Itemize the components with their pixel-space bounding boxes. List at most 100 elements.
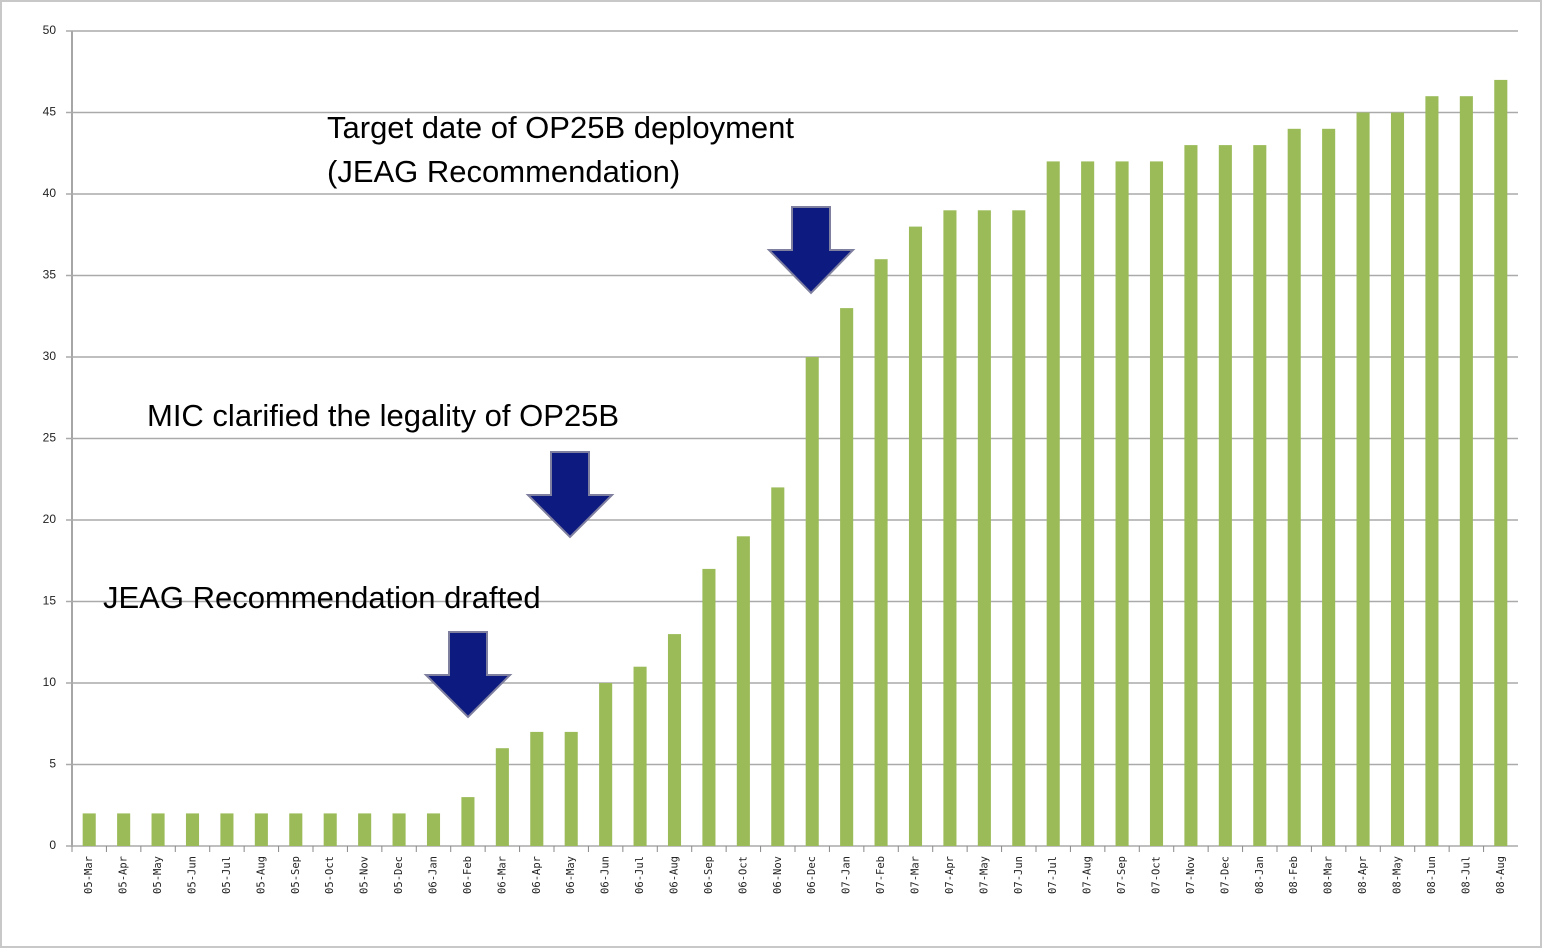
bar xyxy=(1149,161,1164,846)
bar xyxy=(1322,128,1336,847)
y-tick-label: 35 xyxy=(43,268,57,282)
x-tick-label: 07-Jul xyxy=(1047,856,1059,894)
bar xyxy=(667,634,682,846)
bar xyxy=(530,731,544,846)
x-tick-label: 05-Oct xyxy=(324,856,336,894)
x-tick-label: 06-Jun xyxy=(600,856,612,894)
annotation: JEAG Recommendation drafted xyxy=(103,580,541,615)
x-tick-label: 06-Mar xyxy=(496,856,508,894)
y-tick-label: 30 xyxy=(43,349,57,363)
x-tick-label: 07-Aug xyxy=(1082,856,1094,894)
bar xyxy=(771,487,785,846)
x-tick-label: 07-Apr xyxy=(944,856,956,894)
x-tick-label: 07-Jan xyxy=(841,856,853,894)
arrow xyxy=(525,451,615,539)
x-tick-label: 07-Nov xyxy=(1185,856,1197,894)
bar xyxy=(1046,161,1060,846)
bar xyxy=(702,568,716,846)
arrows xyxy=(423,206,856,719)
x-tick-label: 07-Dec xyxy=(1219,856,1231,894)
bar xyxy=(1494,79,1508,846)
x-tick-label: 06-Apr xyxy=(531,856,543,894)
x-tick-label: 05-Jul xyxy=(221,856,233,894)
x-tick-label: 08-May xyxy=(1392,856,1404,894)
x-tick-label: 07-Jun xyxy=(1013,856,1025,894)
x-tick-label: 08-Jul xyxy=(1460,856,1472,894)
bar xyxy=(323,813,337,846)
bar xyxy=(840,308,854,847)
bar xyxy=(151,813,165,846)
arrow xyxy=(423,631,513,719)
x-tick-label: 05-Nov xyxy=(359,856,371,894)
x-tick-label: 06-Sep xyxy=(703,856,715,894)
bar xyxy=(1390,112,1405,846)
x-tick-label: 06-Oct xyxy=(737,856,749,894)
x-tick-label: 05-Mar xyxy=(83,856,95,894)
x-tick-label: 05-Apr xyxy=(118,856,130,894)
y-tick-label: 20 xyxy=(43,512,57,526)
annotation: (JEAG Recommendation) xyxy=(327,154,680,189)
bar xyxy=(1184,145,1198,847)
x-tick-label: 05-Jun xyxy=(187,856,199,894)
annotation: Target date of OP25B deployment xyxy=(327,110,794,145)
x-tick-label: 07-Feb xyxy=(875,856,887,894)
x-tick-label: 08-Mar xyxy=(1323,856,1335,894)
y-tick-label: 40 xyxy=(43,186,57,200)
x-tick-label: 07-Sep xyxy=(1116,856,1128,894)
x-tick-label: 08-Jun xyxy=(1426,856,1438,894)
x-tick-label: 07-Mar xyxy=(910,856,922,894)
x-tick-label: 07-Oct xyxy=(1151,856,1163,894)
y-tick-label: 15 xyxy=(43,594,57,608)
bar xyxy=(943,210,957,847)
bar xyxy=(426,813,441,846)
bar xyxy=(82,813,96,846)
bar xyxy=(1081,161,1095,846)
y-tick-label: 45 xyxy=(43,105,57,119)
bar xyxy=(977,210,991,847)
x-tick-label: 06-Aug xyxy=(669,856,681,894)
bar xyxy=(358,813,372,846)
x-tick-label: 06-Jul xyxy=(634,856,646,894)
bar xyxy=(1425,96,1439,846)
bar xyxy=(289,813,303,846)
x-tick-label: 05-May xyxy=(152,856,164,894)
y-tick-label: 50 xyxy=(43,23,57,37)
bar xyxy=(1356,112,1370,846)
bar xyxy=(461,797,475,846)
x-tick-label: 06-May xyxy=(565,856,577,894)
x-tick-label: 08-Jan xyxy=(1254,856,1266,894)
bar xyxy=(633,666,647,846)
x-tick-label: 05-Dec xyxy=(393,856,405,894)
bar xyxy=(1253,145,1267,847)
x-tick-label: 05-Aug xyxy=(255,856,267,894)
x-tick-label: 06-Dec xyxy=(806,856,818,894)
bar xyxy=(564,731,578,846)
bar xyxy=(1012,210,1026,847)
x-tick-label: 06-Jan xyxy=(428,856,440,894)
x-tick-label: 08-Apr xyxy=(1357,856,1369,894)
x-tick-label: 06-Nov xyxy=(772,856,784,894)
y-tick-label: 25 xyxy=(43,431,57,445)
x-tick-label: 08-Aug xyxy=(1495,856,1507,894)
bar xyxy=(1115,161,1129,846)
x-tick-label: 05-Sep xyxy=(290,856,302,894)
bar xyxy=(392,813,406,846)
bar xyxy=(805,357,819,846)
bar xyxy=(736,536,750,846)
bar xyxy=(117,813,131,846)
y-tick-label: 0 xyxy=(49,838,56,852)
y-tick-label: 5 xyxy=(49,757,56,771)
bar xyxy=(1218,145,1232,847)
arrow xyxy=(766,206,856,295)
bar xyxy=(874,259,888,846)
bar xyxy=(254,813,268,846)
x-tick-label: 06-Feb xyxy=(462,856,474,894)
bar xyxy=(1459,96,1473,846)
bar xyxy=(908,226,923,847)
annotation: MIC clarified the legality of OP25B xyxy=(147,398,619,433)
bar xyxy=(185,813,200,846)
x-tick-label: 07-May xyxy=(978,856,990,894)
bar xyxy=(495,748,509,846)
